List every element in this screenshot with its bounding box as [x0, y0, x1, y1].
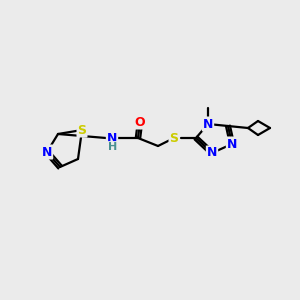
Text: H: H [108, 142, 118, 152]
Text: O: O [135, 116, 145, 128]
Text: S: S [169, 131, 178, 145]
Text: N: N [107, 131, 117, 145]
Text: N: N [207, 146, 217, 160]
Text: N: N [227, 137, 237, 151]
Text: N: N [42, 146, 52, 158]
Text: S: S [77, 124, 86, 136]
Text: N: N [203, 118, 213, 130]
